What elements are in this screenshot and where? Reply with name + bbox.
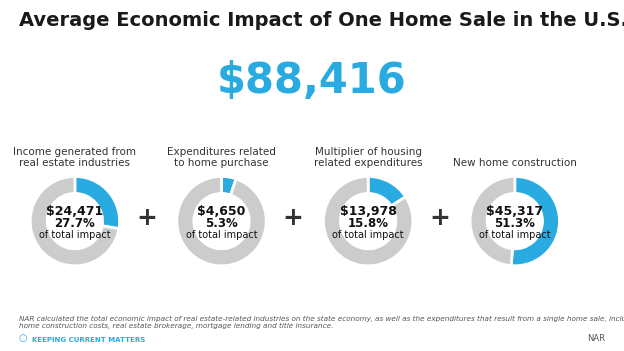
Wedge shape	[177, 177, 266, 266]
Text: 51.3%: 51.3%	[494, 217, 535, 230]
Text: of total impact: of total impact	[186, 230, 257, 240]
Text: KEEPING CURRENT MATTERS: KEEPING CURRENT MATTERS	[32, 337, 145, 343]
Text: 27.7%: 27.7%	[54, 217, 95, 230]
Text: of total impact: of total impact	[39, 230, 110, 240]
Text: of total impact: of total impact	[479, 230, 550, 240]
Text: Multiplier of housing
related expenditures: Multiplier of housing related expenditur…	[314, 147, 422, 168]
Text: NAR calculated the total economic impact of real estate-related industries on th: NAR calculated the total economic impact…	[19, 316, 624, 329]
Wedge shape	[323, 177, 413, 266]
Text: New home construction: New home construction	[453, 159, 577, 168]
Text: NAR: NAR	[587, 334, 605, 343]
Wedge shape	[75, 177, 120, 229]
Wedge shape	[470, 177, 515, 266]
Text: 15.8%: 15.8%	[348, 217, 389, 230]
Text: $4,650: $4,650	[197, 205, 246, 218]
Text: $88,416: $88,416	[217, 60, 407, 102]
Text: of total impact: of total impact	[333, 230, 404, 240]
Text: +: +	[283, 206, 304, 230]
Wedge shape	[30, 177, 119, 266]
Text: ○: ○	[19, 333, 27, 343]
Wedge shape	[511, 177, 560, 266]
Text: $45,317: $45,317	[486, 205, 544, 218]
Text: Expenditures related
to home purchase: Expenditures related to home purchase	[167, 147, 276, 168]
Wedge shape	[222, 177, 236, 195]
Text: 5.3%: 5.3%	[205, 217, 238, 230]
Text: $13,978: $13,978	[339, 205, 397, 218]
Wedge shape	[368, 177, 406, 206]
Text: +: +	[429, 206, 451, 230]
Text: Average Economic Impact of One Home Sale in the U.S.: Average Economic Impact of One Home Sale…	[19, 11, 624, 29]
Text: Income generated from
real estate industries: Income generated from real estate indust…	[13, 147, 137, 168]
Text: +: +	[136, 206, 157, 230]
Text: $24,471: $24,471	[46, 205, 104, 218]
